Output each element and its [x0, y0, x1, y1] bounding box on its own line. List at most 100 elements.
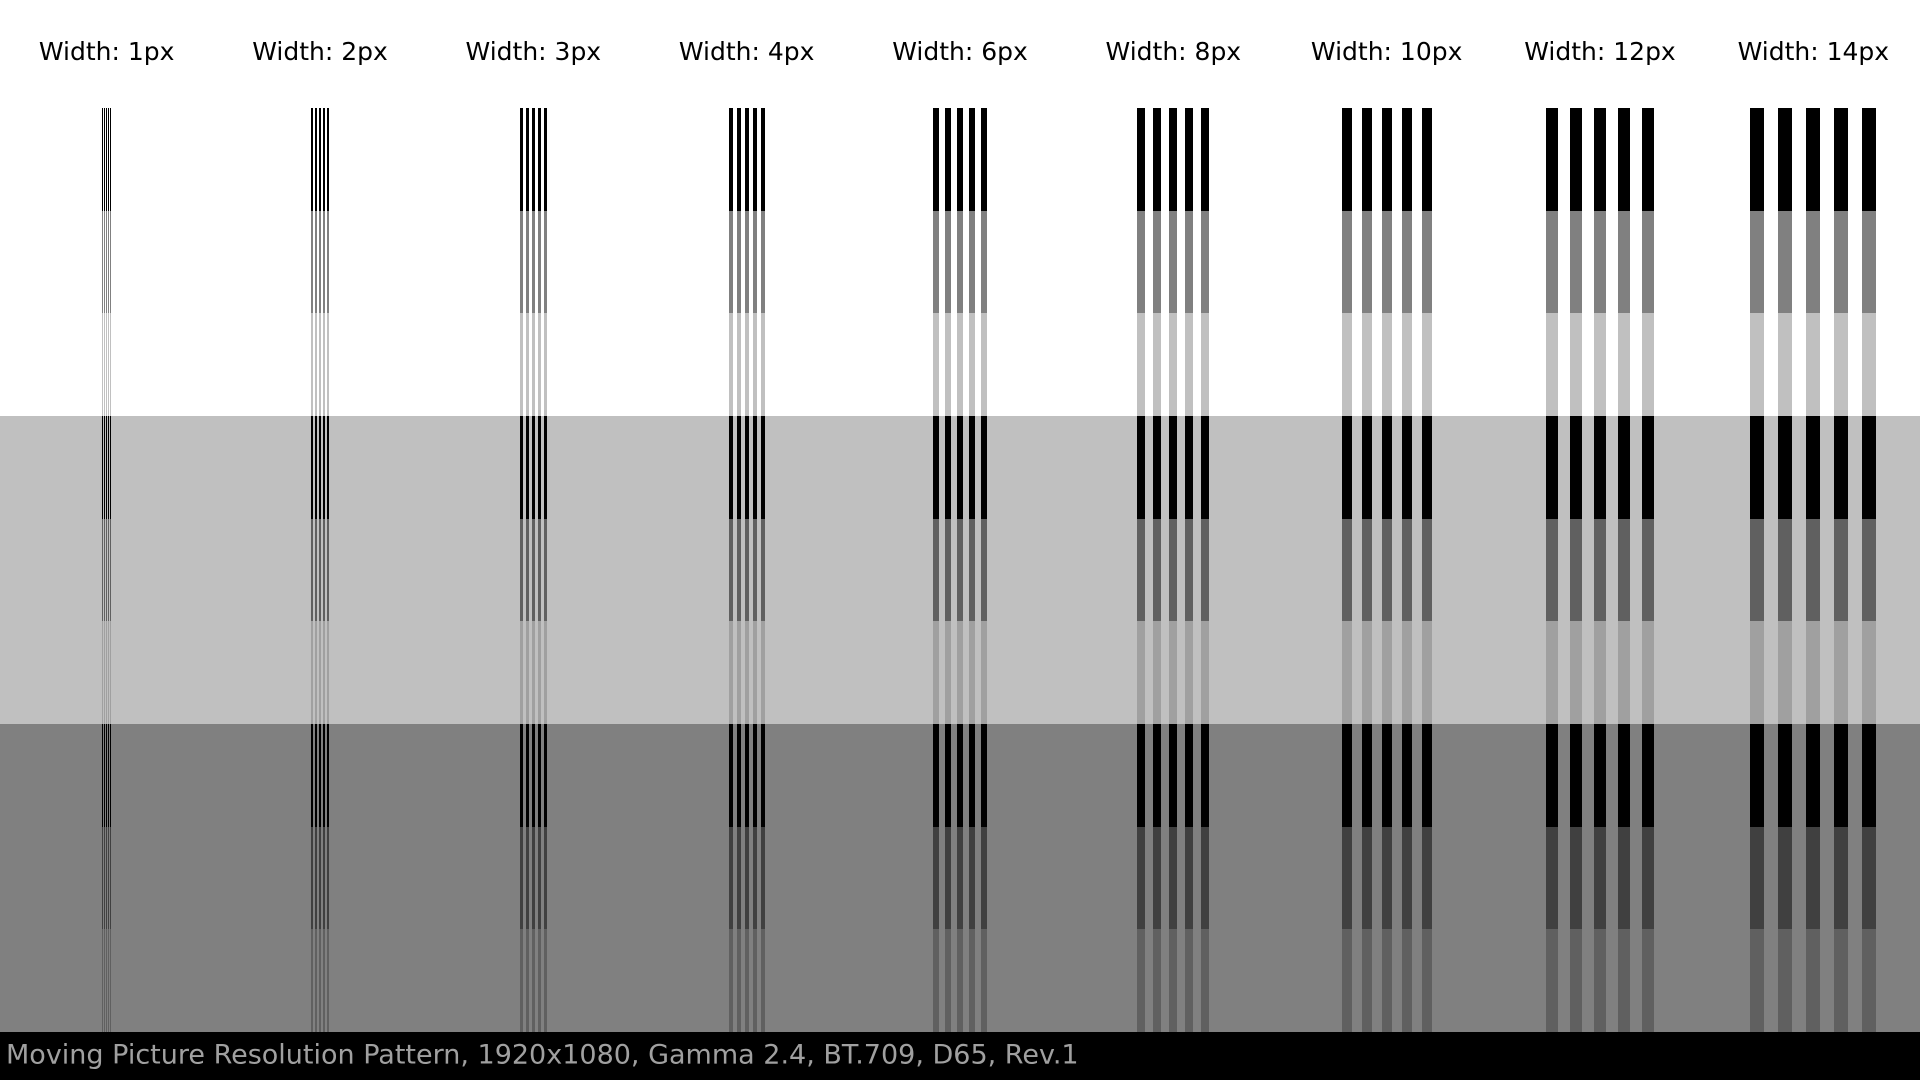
- stripe: [538, 211, 541, 313]
- stripe: [319, 519, 321, 621]
- stripe: [981, 827, 987, 929]
- stripe: [1382, 724, 1392, 827]
- stripe: [1806, 108, 1820, 211]
- stripe: [1642, 519, 1654, 621]
- stripe: [104, 621, 105, 724]
- stripe: [1642, 416, 1654, 519]
- stripe: [969, 416, 975, 519]
- stripe: [104, 313, 105, 416]
- stripe: [945, 108, 951, 211]
- stripe: [745, 621, 749, 724]
- stripe: [311, 416, 313, 519]
- column-label: Width: 2px: [252, 37, 388, 66]
- stripe: [1778, 827, 1792, 929]
- stripe: [108, 313, 109, 416]
- stripe: [1750, 724, 1764, 827]
- stripe: [981, 313, 987, 416]
- stripe: [1642, 211, 1654, 313]
- stripe: [1594, 724, 1606, 827]
- stripe: [311, 519, 313, 621]
- stripe: [526, 827, 529, 929]
- stripe: [945, 827, 951, 929]
- stripe: [520, 929, 523, 1032]
- stripe: [102, 621, 103, 724]
- column-label: Width: 14px: [1738, 37, 1889, 66]
- stripe: [1546, 519, 1558, 621]
- stripe: [544, 929, 547, 1032]
- stripe: [981, 724, 987, 827]
- stripe: [102, 519, 103, 621]
- stripe: [1778, 929, 1792, 1032]
- stripe: [981, 929, 987, 1032]
- stripe: [106, 211, 107, 313]
- stripe: [753, 621, 757, 724]
- stripe: [729, 519, 733, 621]
- stripe: [1750, 416, 1764, 519]
- stripe: [1382, 211, 1392, 313]
- stripe: [969, 313, 975, 416]
- stripe: [729, 621, 733, 724]
- stripe: [1402, 621, 1412, 724]
- stripe: [753, 211, 757, 313]
- stripe: [532, 827, 535, 929]
- stripe: [745, 519, 749, 621]
- stripe: [745, 416, 749, 519]
- stripe: [1806, 416, 1820, 519]
- stripe: [327, 827, 329, 929]
- stripe: [1422, 211, 1432, 313]
- stripe: [526, 519, 529, 621]
- stripe: [729, 313, 733, 416]
- stripe: [532, 724, 535, 827]
- stripe: [1834, 108, 1848, 211]
- stripe: [108, 519, 109, 621]
- stripe: [110, 724, 111, 827]
- stripe: [1362, 519, 1372, 621]
- stripe: [323, 621, 325, 724]
- stripe: [753, 108, 757, 211]
- stripe: [1422, 416, 1432, 519]
- stripe: [1834, 416, 1848, 519]
- stripe: [1546, 416, 1558, 519]
- stripe: [753, 313, 757, 416]
- stripe: [319, 108, 321, 211]
- stripe: [110, 416, 111, 519]
- stripe: [1834, 519, 1848, 621]
- stripe: [1362, 929, 1372, 1032]
- stripe: [1570, 211, 1582, 313]
- stripe: [327, 313, 329, 416]
- stripe: [945, 313, 951, 416]
- stripe: [526, 621, 529, 724]
- stripe: [520, 108, 523, 211]
- stripe: [311, 929, 313, 1032]
- stripe: [315, 724, 317, 827]
- stripe: [327, 108, 329, 211]
- stripe: [1169, 519, 1177, 621]
- stripe: [945, 416, 951, 519]
- stripe: [1570, 519, 1582, 621]
- stripe: [1185, 621, 1193, 724]
- stripe: [753, 724, 757, 827]
- stripe: [104, 827, 105, 929]
- stripe: [319, 211, 321, 313]
- stripe: [1618, 108, 1630, 211]
- stripe: [1642, 827, 1654, 929]
- stripe: [1382, 313, 1392, 416]
- stripe: [106, 724, 107, 827]
- stripe: [1642, 724, 1654, 827]
- column-label: Width: 12px: [1524, 37, 1675, 66]
- stripe: [737, 724, 741, 827]
- stripe: [102, 108, 103, 211]
- stripe: [1806, 519, 1820, 621]
- stripe: [520, 827, 523, 929]
- stripe: [108, 724, 109, 827]
- stripe: [544, 724, 547, 827]
- stripe: [729, 827, 733, 929]
- stripe: [737, 108, 741, 211]
- stripe: [104, 211, 105, 313]
- stripe: [1402, 108, 1412, 211]
- stripe: [323, 416, 325, 519]
- stripe: [104, 724, 105, 827]
- stripe: [1778, 211, 1792, 313]
- stripe: [1382, 621, 1392, 724]
